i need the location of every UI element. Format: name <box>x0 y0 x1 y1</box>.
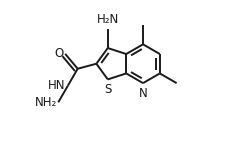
Text: S: S <box>104 83 111 96</box>
Text: O: O <box>54 47 63 60</box>
Text: HN: HN <box>48 79 65 92</box>
Text: NH₂: NH₂ <box>34 96 57 109</box>
Text: N: N <box>139 87 147 100</box>
Text: H₂N: H₂N <box>97 13 119 26</box>
